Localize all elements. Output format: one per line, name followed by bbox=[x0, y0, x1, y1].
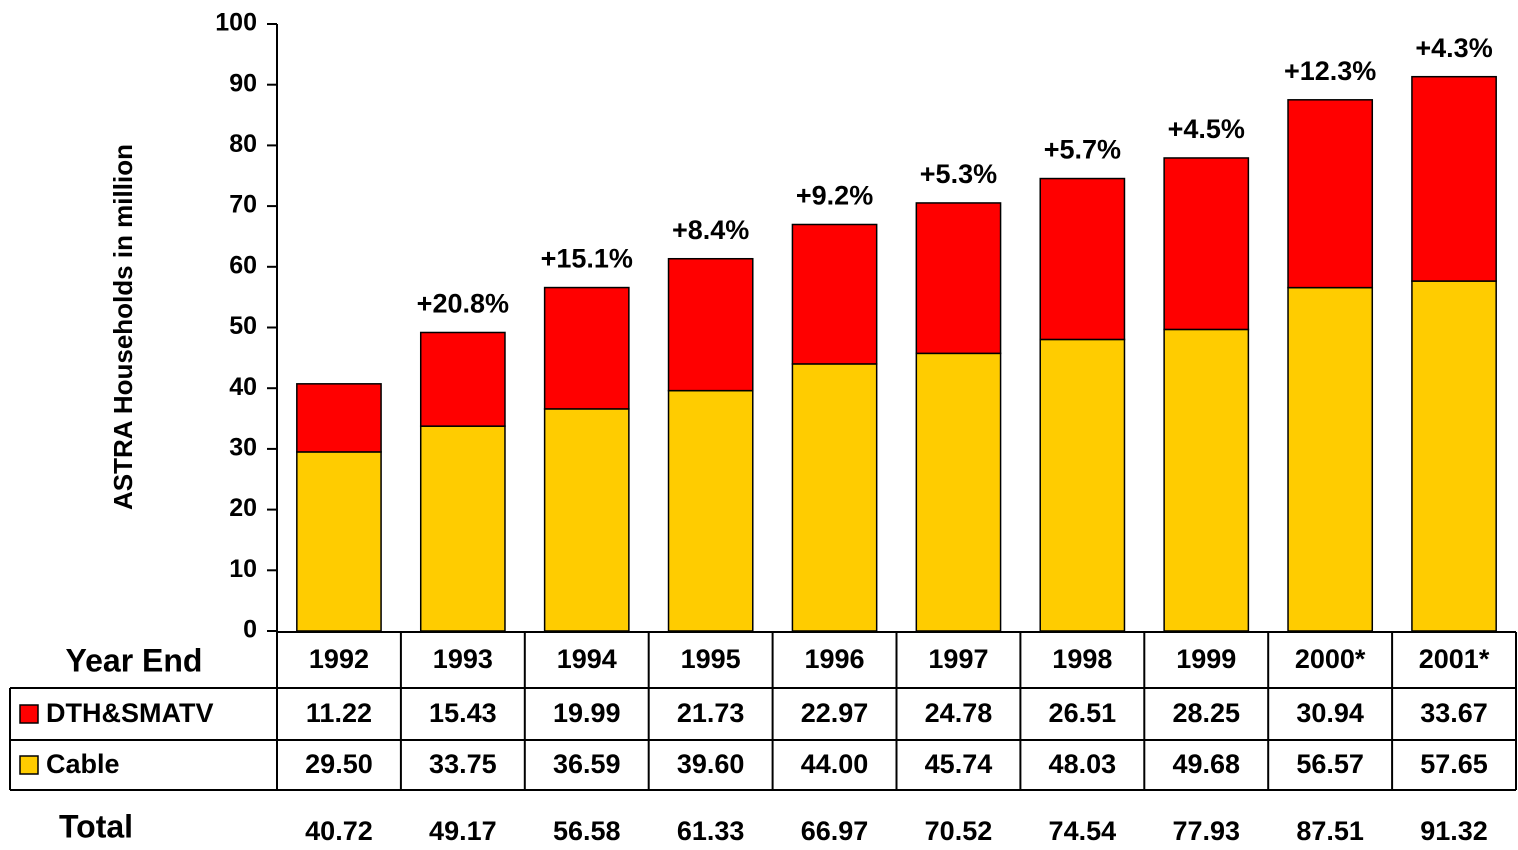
y-tick-label: 30 bbox=[229, 434, 257, 462]
x-tick-label: 1999 bbox=[1176, 644, 1236, 674]
table-value: 33.75 bbox=[429, 749, 497, 779]
table-value: 56.57 bbox=[1296, 749, 1364, 779]
bar-segment bbox=[667, 257, 754, 392]
table-value: 33.67 bbox=[1420, 698, 1488, 728]
table-value: 49.68 bbox=[1172, 749, 1240, 779]
growth-label: +5.3% bbox=[920, 159, 997, 189]
x-tick-label: 2000* bbox=[1295, 644, 1366, 674]
table-value: 28.25 bbox=[1172, 698, 1240, 728]
growth-label: +4.5% bbox=[1168, 114, 1245, 144]
bar-segment bbox=[419, 425, 506, 632]
total-value: 66.97 bbox=[801, 816, 869, 846]
x-tick-label: 1994 bbox=[557, 644, 617, 674]
table-value: 57.65 bbox=[1420, 749, 1488, 779]
bar-segment bbox=[1163, 328, 1250, 632]
bar-segment bbox=[791, 363, 878, 632]
bar-segment bbox=[1287, 286, 1374, 632]
legend-swatch bbox=[19, 704, 39, 724]
y-tick-label: 70 bbox=[229, 191, 257, 219]
table-value: 15.43 bbox=[429, 698, 497, 728]
legend-swatch bbox=[19, 755, 39, 775]
bar-segment bbox=[791, 223, 878, 365]
x-tick-label: 2001* bbox=[1419, 644, 1490, 674]
total-value: 40.72 bbox=[305, 816, 373, 846]
growth-label: +15.1% bbox=[541, 244, 633, 274]
bar-segment bbox=[296, 383, 382, 453]
bar-segment bbox=[915, 352, 1002, 632]
bar-segment bbox=[915, 202, 1002, 355]
y-tick-label: 50 bbox=[229, 312, 257, 340]
y-tick-label: 100 bbox=[215, 9, 257, 37]
total-value: 74.54 bbox=[1049, 816, 1117, 846]
bar-segment bbox=[419, 331, 506, 427]
y-tick-label: 90 bbox=[229, 69, 257, 97]
table-value: 21.73 bbox=[677, 698, 745, 728]
bar-segment bbox=[543, 408, 630, 632]
total-value: 77.93 bbox=[1172, 816, 1240, 846]
bar-segment bbox=[1163, 157, 1250, 331]
total-label: Total bbox=[59, 808, 133, 844]
x-tick-label: 1995 bbox=[681, 644, 741, 674]
total-value: 87.51 bbox=[1296, 816, 1364, 846]
table-value: 26.51 bbox=[1049, 698, 1117, 728]
growth-label: +9.2% bbox=[796, 181, 873, 211]
table-value: 30.94 bbox=[1296, 698, 1364, 728]
table-header: Year End bbox=[66, 642, 203, 678]
total-value: 49.17 bbox=[429, 816, 497, 846]
legend-label: DTH&SMATV bbox=[46, 698, 213, 728]
bar-segment bbox=[1411, 280, 1497, 632]
growth-label: +8.4% bbox=[672, 215, 749, 245]
x-tick-label: 1992 bbox=[309, 644, 369, 674]
x-tick-label: 1993 bbox=[433, 644, 493, 674]
x-tick-label: 1997 bbox=[928, 644, 988, 674]
growth-label: +20.8% bbox=[417, 289, 509, 319]
y-tick-label: 20 bbox=[229, 494, 257, 522]
y-tick-label: 60 bbox=[229, 251, 257, 279]
y-tick-label: 40 bbox=[229, 373, 257, 401]
total-value: 70.52 bbox=[925, 816, 993, 846]
total-value: 91.32 bbox=[1420, 816, 1488, 846]
y-axis-label: ASTRA Households in million bbox=[108, 144, 138, 510]
bar-segment bbox=[1039, 338, 1126, 632]
legend-label: Cable bbox=[46, 749, 120, 779]
table-value: 36.59 bbox=[553, 749, 621, 779]
table-value: 45.74 bbox=[925, 749, 993, 779]
growth-label: +12.3% bbox=[1284, 56, 1376, 86]
bar-segment bbox=[1039, 177, 1126, 341]
table-value: 24.78 bbox=[925, 698, 993, 728]
bar-segment bbox=[1411, 75, 1497, 282]
growth-label: +5.7% bbox=[1044, 135, 1121, 165]
y-tick-label: 80 bbox=[229, 130, 257, 158]
y-tick-label: 10 bbox=[229, 555, 257, 583]
y-tick-label: 0 bbox=[243, 616, 257, 644]
table-value: 11.22 bbox=[306, 698, 372, 728]
bar-segment bbox=[296, 451, 382, 632]
table-value: 29.50 bbox=[305, 749, 373, 779]
table-value: 39.60 bbox=[677, 749, 745, 779]
total-value: 56.58 bbox=[553, 816, 621, 846]
table-value: 22.97 bbox=[801, 698, 869, 728]
table-value: 48.03 bbox=[1049, 749, 1117, 779]
bar-segment bbox=[1287, 99, 1374, 289]
total-value: 61.33 bbox=[677, 816, 745, 846]
bar-segment bbox=[667, 389, 754, 632]
x-tick-label: 1998 bbox=[1052, 644, 1112, 674]
table-value: 44.00 bbox=[801, 749, 869, 779]
growth-label: +4.3% bbox=[1415, 33, 1492, 63]
bar-segment bbox=[543, 286, 630, 410]
x-tick-label: 1996 bbox=[805, 644, 865, 674]
table-value: 19.99 bbox=[553, 698, 621, 728]
